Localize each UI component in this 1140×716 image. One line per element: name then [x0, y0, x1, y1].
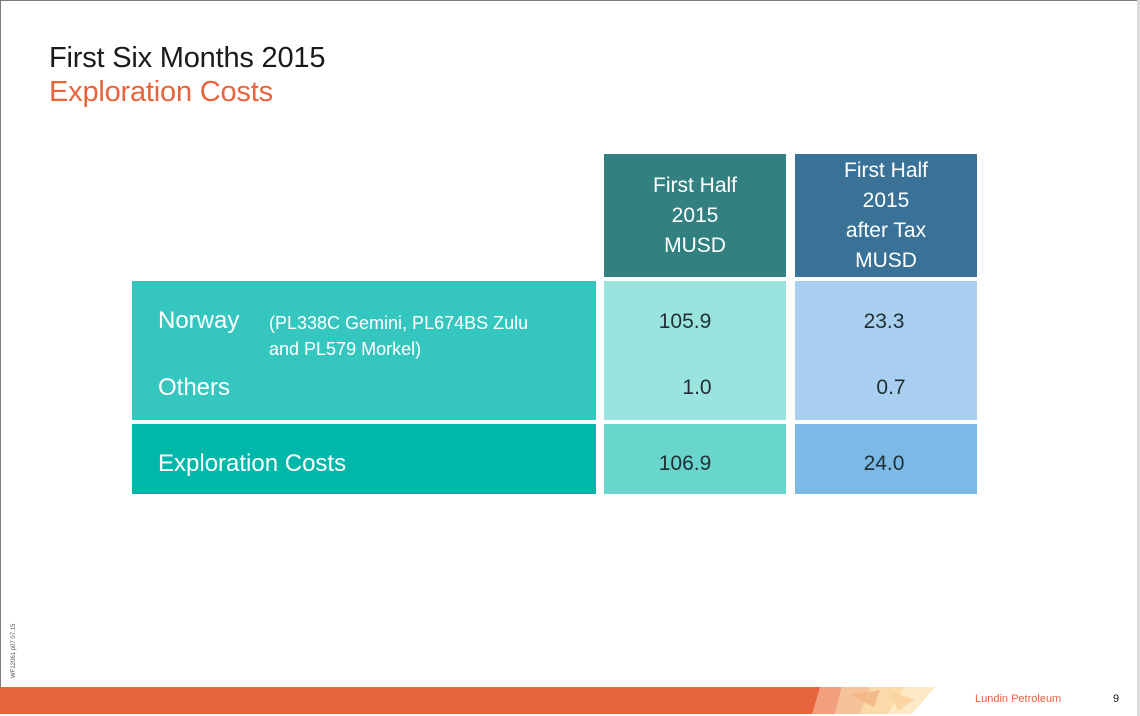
row-label-norway: Norway [158, 307, 240, 334]
values-block-col2 [795, 281, 977, 420]
row-label-others: Others [158, 374, 231, 401]
slide-subtitle: Exploration Costs [49, 76, 273, 108]
header-line: MUSD [664, 233, 726, 257]
total-block-col2 [795, 424, 977, 494]
row-note-norway-line1: (PL338C Gemini, PL674BS Zulu [269, 313, 529, 333]
values-block-col1 [604, 281, 786, 420]
total-label: Exploration Costs [158, 450, 347, 477]
page-number: 9 [1113, 693, 1120, 705]
footer-decoration [812, 687, 935, 714]
header-line: First Half [653, 173, 737, 197]
total-block-col1 [604, 424, 786, 494]
slide-edge [1137, 0, 1140, 716]
header-line: First Half [844, 158, 928, 182]
row-note-norway-line2: and PL579 Morkel) [269, 339, 422, 359]
header-line: 2015 [671, 203, 719, 227]
footer-brand: Lundin Petroleum [975, 693, 1062, 705]
value-norway-col1: 105.9 [658, 310, 712, 333]
value-others-col2: 0.7 [876, 376, 906, 399]
header-first-half-after-tax: First Half 2015 after Tax MUSD [795, 154, 977, 277]
slide-title: First Six Months 2015 [49, 42, 326, 74]
header-line: after Tax [845, 218, 927, 242]
value-total-col1: 106.9 [658, 452, 712, 475]
document-reference: WF12061 p07 07.15 [11, 623, 17, 678]
total-label-block [132, 424, 596, 494]
header-line: MUSD [855, 248, 917, 272]
header-line: 2015 [862, 188, 910, 212]
value-others-col1: 1.0 [682, 376, 712, 399]
value-norway-col2: 23.3 [863, 310, 905, 333]
row-label-block [132, 281, 596, 420]
header-first-half: First Half 2015 MUSD [604, 154, 786, 277]
footer-bar [0, 687, 1137, 714]
value-total-col2: 24.0 [863, 452, 905, 475]
